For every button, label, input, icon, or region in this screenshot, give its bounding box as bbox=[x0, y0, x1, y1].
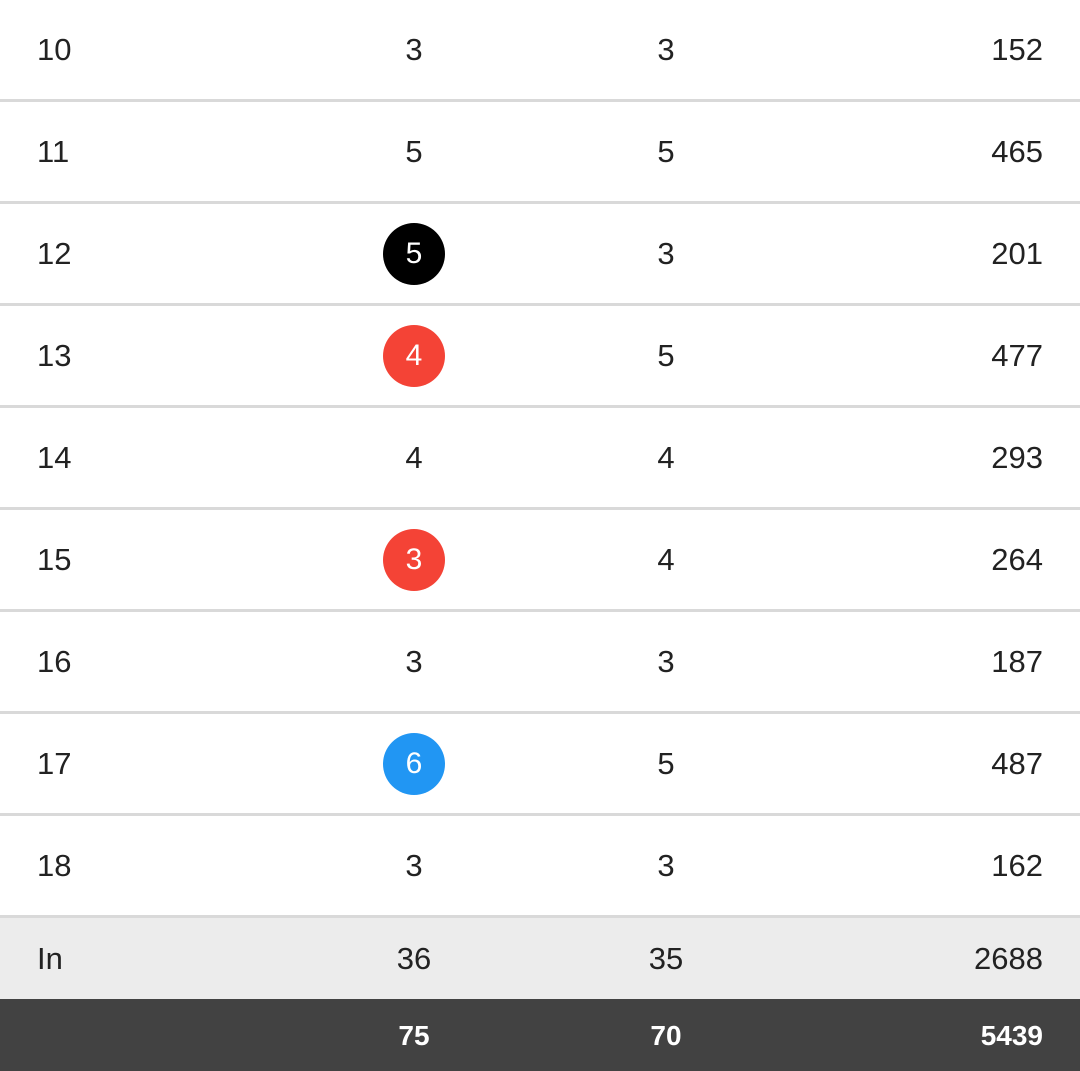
par-value: 5 bbox=[657, 337, 675, 373]
score-cell: 3 bbox=[383, 510, 445, 609]
score-cell: 4 bbox=[383, 306, 445, 405]
par-value: 5 bbox=[657, 133, 675, 169]
hole-number: 11 bbox=[37, 133, 70, 169]
yards-value: 152 bbox=[991, 31, 1043, 67]
total-par: 70 bbox=[650, 1019, 682, 1051]
in-yards: 2688 bbox=[974, 940, 1043, 976]
score-badge: 5 bbox=[383, 222, 445, 285]
score-value: 3 bbox=[405, 31, 423, 67]
table-row[interactable]: 16 3 3 187 bbox=[0, 612, 1080, 714]
par-value: 4 bbox=[657, 439, 675, 475]
score-cell: 6 bbox=[383, 714, 445, 813]
score-badge: 3 bbox=[383, 528, 445, 591]
hole-number: 15 bbox=[37, 541, 72, 577]
par-value: 4 bbox=[657, 541, 675, 577]
score-badge: 4 bbox=[383, 324, 445, 387]
total-score: 75 bbox=[398, 1019, 430, 1051]
in-label: In bbox=[37, 940, 63, 976]
yards-value: 477 bbox=[991, 337, 1043, 373]
yards-value: 187 bbox=[991, 643, 1043, 679]
table-row[interactable]: 12 5 3 201 bbox=[0, 204, 1080, 306]
score-value: 5 bbox=[405, 133, 423, 169]
table-row[interactable]: 10 3 3 152 bbox=[0, 0, 1080, 102]
hole-number: 10 bbox=[37, 31, 72, 67]
score-cell: 5 bbox=[405, 102, 422, 201]
score-cell: 4 bbox=[405, 408, 422, 507]
table-row[interactable]: 14 4 4 293 bbox=[0, 408, 1080, 510]
hole-rows: 10 3 3 152 11 5 5 465 12 5 3 201 13 4 5 477 14 4 4 293 15 3 4 2… bbox=[0, 0, 1080, 918]
score-cell: 5 bbox=[383, 204, 445, 303]
yards-value: 293 bbox=[991, 439, 1043, 475]
hole-number: 18 bbox=[37, 847, 72, 883]
score-cell: 3 bbox=[405, 612, 422, 711]
hole-number: 14 bbox=[37, 439, 72, 475]
yards-value: 162 bbox=[991, 847, 1043, 883]
score-cell: 3 bbox=[405, 0, 422, 99]
total-row: 75 70 5439 bbox=[0, 999, 1080, 1071]
in-par: 35 bbox=[648, 940, 684, 976]
score-value: 4 bbox=[405, 439, 423, 475]
table-row[interactable]: 18 3 3 162 bbox=[0, 816, 1080, 918]
score-badge: 6 bbox=[383, 732, 445, 795]
score-value: 3 bbox=[405, 643, 423, 679]
table-row[interactable]: 11 5 5 465 bbox=[0, 102, 1080, 204]
yards-value: 201 bbox=[991, 235, 1043, 271]
par-value: 3 bbox=[657, 643, 675, 679]
table-row[interactable]: 15 3 4 264 bbox=[0, 510, 1080, 612]
par-value: 5 bbox=[657, 745, 675, 781]
par-value: 3 bbox=[657, 847, 675, 883]
yards-value: 465 bbox=[991, 133, 1043, 169]
hole-number: 16 bbox=[37, 643, 72, 679]
yards-value: 264 bbox=[991, 541, 1043, 577]
hole-number: 13 bbox=[37, 337, 72, 373]
total-yards: 5439 bbox=[980, 1019, 1043, 1051]
hole-number: 12 bbox=[37, 235, 72, 271]
table-row[interactable]: 17 6 5 487 bbox=[0, 714, 1080, 816]
par-value: 3 bbox=[657, 31, 675, 67]
in-score: 36 bbox=[396, 940, 432, 976]
hole-number: 17 bbox=[37, 745, 72, 781]
table-row[interactable]: 13 4 5 477 bbox=[0, 306, 1080, 408]
yards-value: 487 bbox=[991, 745, 1043, 781]
score-cell: 3 bbox=[405, 816, 422, 915]
in-row: In 36 35 2688 bbox=[0, 918, 1080, 999]
score-value: 3 bbox=[405, 847, 423, 883]
par-value: 3 bbox=[657, 235, 675, 271]
